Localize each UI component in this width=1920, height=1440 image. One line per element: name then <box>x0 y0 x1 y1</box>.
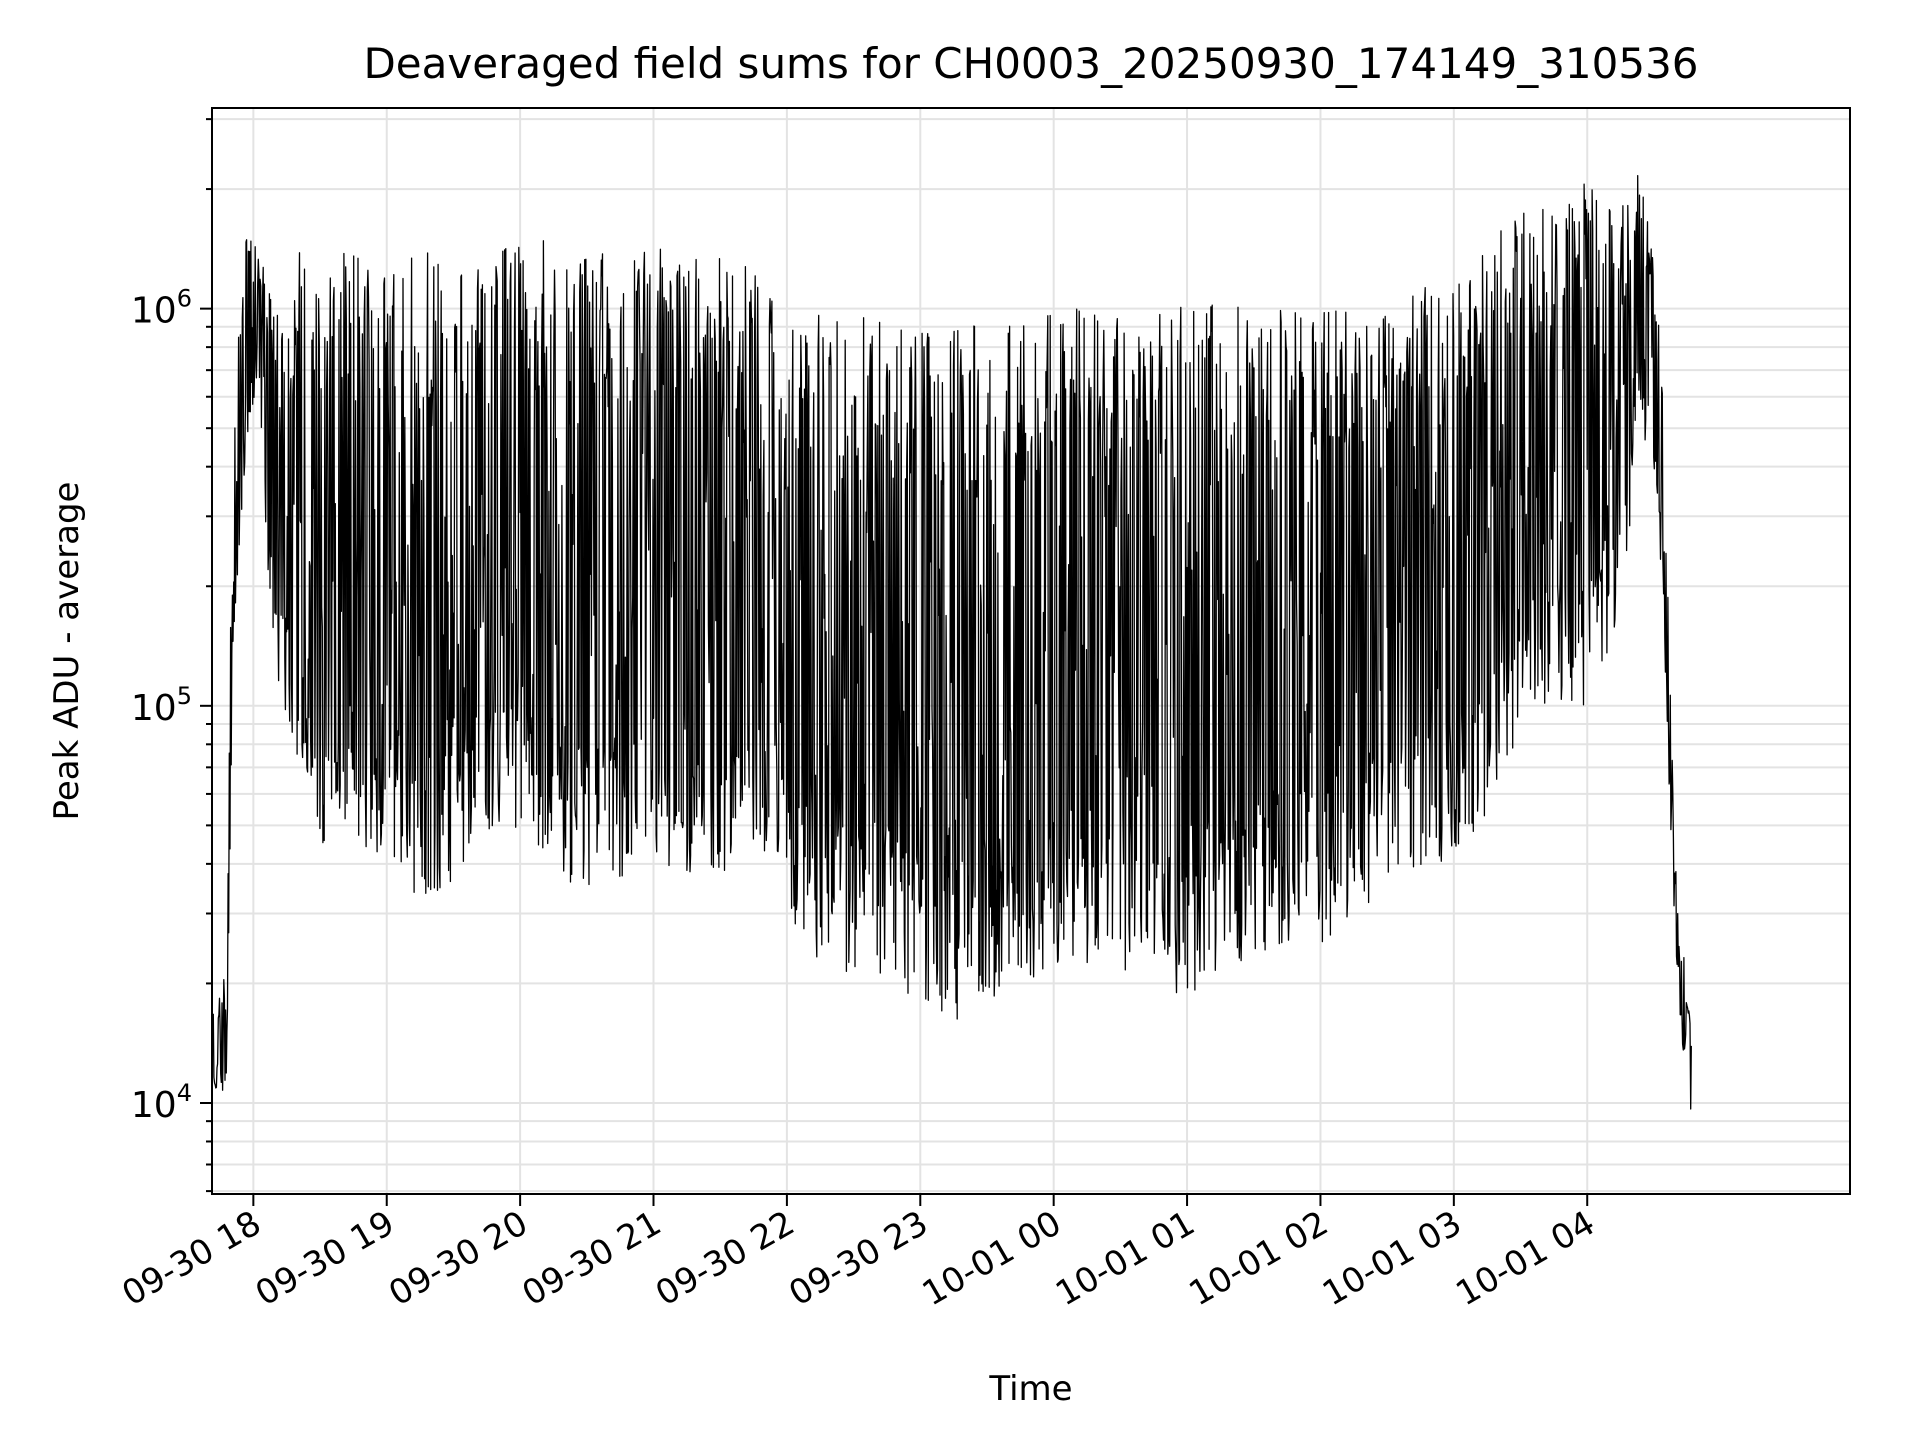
y-tick-label: 105 <box>131 682 192 729</box>
chart-title: Deaveraged field sums for CH0003_2025093… <box>363 39 1698 88</box>
y-tick-label-base: 10 <box>131 1085 177 1126</box>
x-axis-label: Time <box>988 1369 1072 1409</box>
y-tick-label-exponent: 5 <box>177 682 192 710</box>
series-line <box>212 174 1692 1110</box>
series-path <box>212 174 1692 1110</box>
y-tick-label: 106 <box>131 285 192 332</box>
y-tick-label-base: 10 <box>131 291 177 332</box>
y-axis-label: Peak ADU - average <box>47 482 87 821</box>
y-tick-label-exponent: 4 <box>177 1079 192 1107</box>
plot-frame <box>211 107 1851 1195</box>
y-tick-label: 104 <box>131 1079 192 1126</box>
y-tick-label-base: 10 <box>131 688 177 729</box>
y-tick-label-exponent: 6 <box>177 285 192 313</box>
